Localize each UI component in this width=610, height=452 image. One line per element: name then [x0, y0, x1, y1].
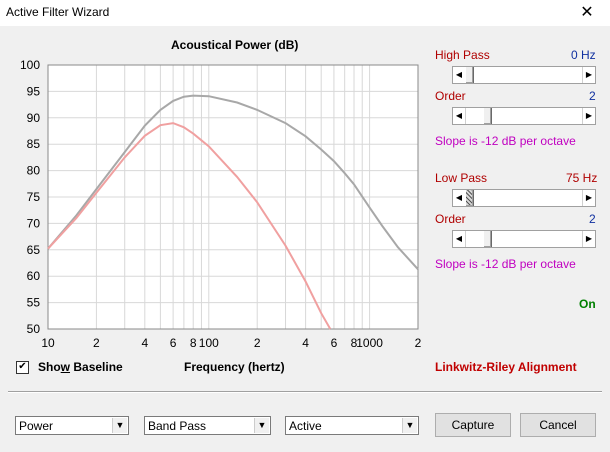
x-tick-label: 2 [254, 336, 261, 350]
x-tick-label: 4 [302, 336, 309, 350]
series-line [47, 94, 419, 270]
title-bar: Active Filter Wizard ✕ [0, 0, 610, 26]
right-arrow-icon[interactable]: ▶ [582, 108, 595, 124]
y-tick-label: 90 [27, 111, 41, 125]
y-tick-label: 65 [27, 243, 41, 257]
low-pass-slider[interactable]: ◀ ▶ [452, 189, 596, 207]
capture-button[interactable]: Capture [435, 413, 511, 437]
active-select-value: Active [289, 419, 322, 433]
x-tick-label: 100 [199, 336, 219, 350]
high-slope-text: Slope is -12 dB per octave [435, 134, 576, 148]
slider-thumb[interactable] [483, 231, 492, 247]
mode-select-value: Power [19, 419, 54, 433]
x-tick-label: 2 [93, 336, 100, 350]
y-tick-label: 50 [27, 322, 41, 336]
chevron-down-icon[interactable]: ▼ [402, 418, 417, 433]
y-tick-label: 55 [27, 296, 41, 310]
y-tick-label: 100 [20, 58, 40, 72]
status-indicator: On [579, 297, 596, 311]
x-tick-label: 6 [170, 336, 177, 350]
show-baseline-checkbox[interactable]: ✔ [16, 361, 29, 374]
x-tick-label: 8 [351, 336, 358, 350]
mode-select[interactable]: Power ▼ [15, 416, 129, 435]
x-tick-label: 6 [331, 336, 338, 350]
active-select[interactable]: Active ▼ [285, 416, 419, 435]
low-slope-text: Slope is -12 dB per octave [435, 257, 576, 271]
label-part: Sho [38, 360, 61, 374]
y-tick-label: 80 [27, 164, 41, 178]
left-arrow-icon[interactable]: ◀ [453, 108, 466, 124]
high-order-slider[interactable]: ◀ ▶ [452, 107, 596, 125]
x-tick-label: 1000 [356, 336, 383, 350]
y-tick-label: 75 [27, 190, 41, 204]
y-tick-label: 85 [27, 137, 41, 151]
y-tick-label: 95 [27, 84, 41, 98]
alignment-label: Linkwitz-Riley Alignment [435, 360, 577, 374]
chevron-down-icon[interactable]: ▼ [254, 418, 269, 433]
right-arrow-icon[interactable]: ▶ [582, 67, 595, 83]
separator [8, 391, 602, 393]
y-tick-label: 70 [27, 216, 41, 230]
label-part: Baseline [70, 360, 123, 374]
check-icon: ✔ [18, 361, 27, 372]
x-tick-label: 8 [190, 336, 197, 350]
series-line [47, 122, 332, 330]
x-axis-label: Frequency (hertz) [184, 360, 285, 374]
slider-thumb[interactable] [465, 190, 474, 206]
low-pass-label: Low Pass [435, 171, 488, 185]
high-pass-value: 0 Hz [571, 48, 596, 62]
high-pass-slider[interactable]: ◀ ▶ [452, 66, 596, 84]
low-order-value: 2 [589, 212, 596, 226]
y-tick-label: 60 [27, 269, 41, 283]
low-pass-value: 75 Hz [566, 171, 598, 185]
low-order-label: Order [435, 212, 466, 226]
show-baseline-label[interactable]: Show Baseline [38, 360, 123, 374]
label-mnemonic: w [60, 360, 71, 374]
cancel-button[interactable]: Cancel [520, 413, 596, 437]
filter-type-value: Band Pass [148, 419, 207, 433]
right-arrow-icon[interactable]: ▶ [582, 231, 595, 247]
close-icon[interactable]: ✕ [580, 4, 594, 21]
left-arrow-icon[interactable]: ◀ [453, 231, 466, 247]
filter-type-select[interactable]: Band Pass ▼ [144, 416, 271, 435]
x-tick-label: 2 [415, 336, 422, 350]
high-order-value: 2 [589, 89, 596, 103]
high-order-label: Order [435, 89, 466, 103]
plot-border [47, 64, 419, 330]
high-pass-label: High Pass [435, 48, 490, 62]
x-tick-label: 10 [41, 336, 55, 350]
chart-title: Acoustical Power (dB) [171, 38, 299, 52]
slider-thumb[interactable] [483, 108, 492, 124]
chevron-down-icon[interactable]: ▼ [112, 418, 127, 433]
x-tick-label: 4 [141, 336, 148, 350]
right-arrow-icon[interactable]: ▶ [582, 190, 595, 206]
window-title: Active Filter Wizard [6, 5, 110, 19]
low-order-slider[interactable]: ◀ ▶ [452, 230, 596, 248]
slider-thumb[interactable] [465, 67, 474, 83]
